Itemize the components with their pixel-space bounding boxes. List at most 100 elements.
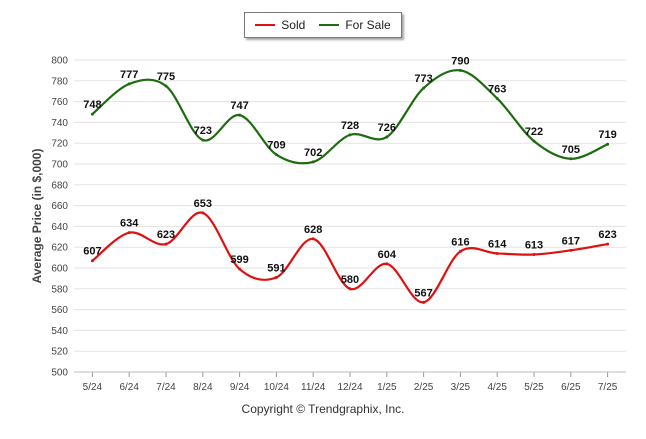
data-point-sold: [274, 275, 278, 279]
data-point-sold: [311, 237, 315, 241]
data-point-sold: [422, 300, 426, 304]
data-point-for-sale: [569, 157, 573, 161]
data-point-for-sale: [164, 84, 168, 88]
data-label-for-sale: 763: [488, 83, 506, 95]
x-tick-label: 7/24: [156, 382, 176, 393]
y-tick-label: 500: [51, 368, 68, 379]
data-label-sold: 599: [230, 254, 248, 266]
legend-label-sold: Sold: [281, 18, 306, 32]
data-point-for-sale: [606, 142, 610, 146]
data-point-sold: [238, 267, 242, 271]
y-tick-label: 660: [51, 201, 68, 212]
y-tick-label: 700: [51, 160, 68, 171]
legend-swatch-for-sale: [319, 24, 340, 26]
data-point-sold: [532, 252, 536, 256]
data-label-for-sale: 773: [414, 73, 432, 85]
data-label-sold: 591: [267, 262, 285, 274]
data-point-for-sale: [385, 135, 389, 139]
y-tick-label: 720: [51, 139, 68, 150]
y-tick-label: 640: [51, 222, 68, 233]
data-point-sold: [90, 259, 94, 263]
y-tick-label: 580: [51, 284, 68, 295]
x-tick-label: 10/24: [264, 382, 289, 393]
legend-label-for-sale: For Sale: [345, 18, 391, 32]
data-point-sold: [606, 242, 610, 246]
data-label-for-sale: 702: [304, 147, 322, 159]
data-label-for-sale: 723: [194, 125, 212, 137]
data-point-for-sale: [311, 160, 315, 164]
data-label-sold: 567: [414, 287, 432, 299]
copyright-text: Copyright © Trendgraphix, Inc.: [241, 402, 405, 416]
y-tick-label: 740: [51, 118, 68, 129]
y-tick-label: 800: [51, 56, 68, 67]
data-point-for-sale: [422, 86, 426, 90]
series-line-for-sale: [91, 69, 609, 165]
data-label-sold: 628: [304, 224, 322, 236]
x-tick-label: 11/24: [301, 382, 326, 393]
x-tick-label: 6/24: [119, 382, 139, 393]
legend-item-sold: Sold: [255, 18, 305, 32]
data-label-sold: 613: [525, 239, 543, 251]
data-point-sold: [385, 262, 389, 266]
data-point-sold: [201, 211, 205, 215]
legend-swatch-sold: [255, 24, 276, 26]
data-point-sold: [495, 251, 499, 255]
data-label-for-sale: 719: [598, 129, 616, 141]
data-point-for-sale: [274, 153, 278, 157]
data-label-sold: 623: [157, 229, 175, 241]
data-label-for-sale: 726: [378, 122, 396, 134]
x-tick-label: 1/25: [377, 382, 397, 393]
data-label-for-sale: 790: [451, 55, 469, 67]
y-tick-label: 780: [51, 76, 68, 87]
data-label-for-sale: 722: [525, 126, 543, 138]
data-label-for-sale: 748: [83, 99, 101, 111]
x-tick-label: 3/25: [451, 382, 471, 393]
data-point-for-sale: [495, 96, 499, 100]
data-label-sold: 616: [451, 236, 469, 248]
data-label-sold: 617: [562, 235, 580, 247]
data-label-sold: 607: [83, 246, 101, 258]
data-point-sold: [348, 287, 352, 291]
y-axis-label: Average Price (in $,000): [30, 148, 44, 284]
x-tick-label: 8/24: [193, 382, 213, 393]
data-point-for-sale: [238, 113, 242, 117]
x-tick-label: 9/24: [230, 382, 250, 393]
y-tick-label: 620: [51, 243, 68, 254]
data-label-sold: 614: [488, 238, 507, 250]
data-point-for-sale: [458, 68, 462, 72]
y-tick-label: 540: [51, 326, 68, 337]
x-tick-label: 6/25: [561, 382, 581, 393]
data-point-sold: [569, 248, 573, 252]
data-label-sold: 604: [378, 249, 397, 261]
data-point-for-sale: [348, 133, 352, 137]
data-label-for-sale: 777: [120, 69, 138, 81]
y-tick-label: 560: [51, 305, 68, 316]
data-point-for-sale: [90, 112, 94, 116]
legend-item-for-sale: For Sale: [319, 18, 391, 32]
data-label-sold: 634: [120, 218, 139, 230]
data-label-for-sale: 709: [267, 140, 285, 152]
x-tick-label: 7/25: [598, 382, 618, 393]
x-tick-label: 4/25: [487, 382, 507, 393]
data-point-sold: [458, 249, 462, 253]
data-label-for-sale: 747: [230, 100, 248, 112]
y-tick-label: 520: [51, 347, 68, 358]
data-point-for-sale: [532, 139, 536, 143]
data-label-for-sale: 775: [157, 71, 175, 83]
data-label-sold: 653: [194, 198, 212, 210]
x-tick-label: 2/25: [414, 382, 434, 393]
data-point-for-sale: [201, 138, 205, 142]
x-tick-label: 12/24: [337, 382, 362, 393]
data-label-sold: 580: [341, 274, 359, 286]
data-point-sold: [164, 242, 168, 246]
y-tick-label: 680: [51, 180, 68, 191]
x-tick-label: 5/24: [83, 382, 103, 393]
x-tick-label: 5/25: [524, 382, 544, 393]
data-point-sold: [127, 231, 131, 235]
y-tick-label: 760: [51, 97, 68, 108]
data-label-for-sale: 728: [341, 120, 359, 132]
data-point-for-sale: [127, 82, 131, 86]
data-label-for-sale: 705: [562, 144, 580, 156]
